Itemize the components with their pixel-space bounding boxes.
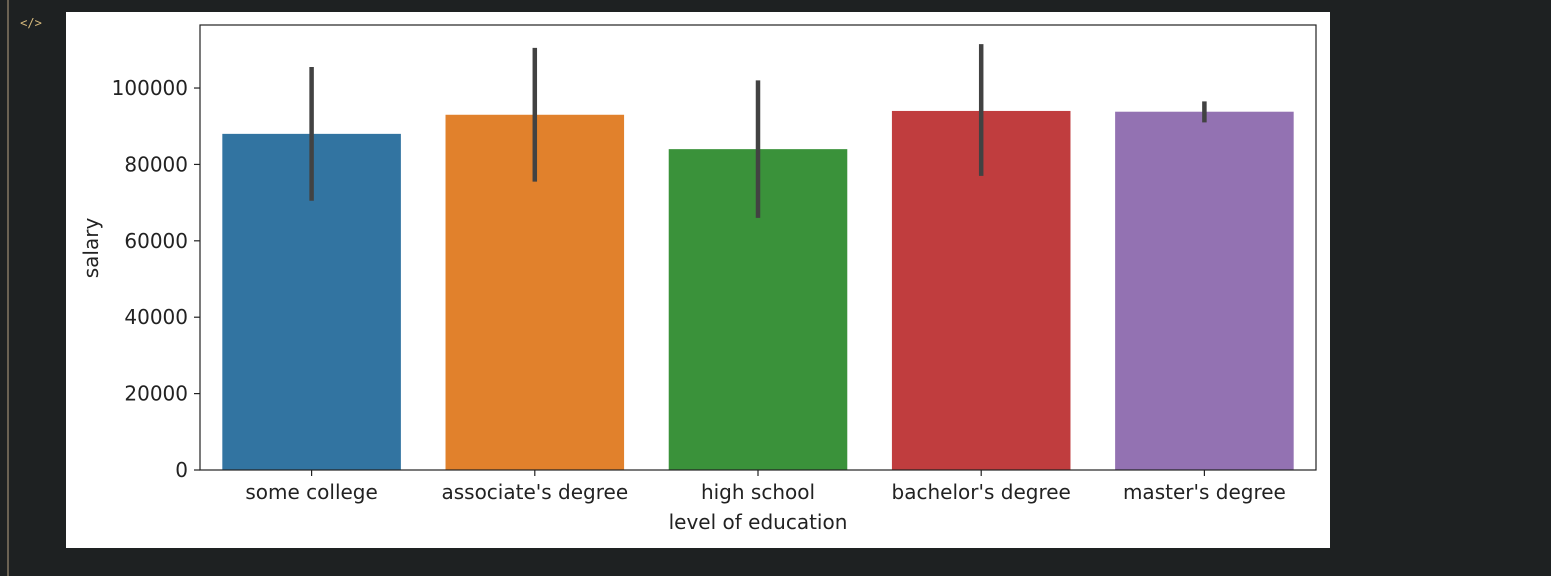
y-tick-label: 60000 bbox=[124, 229, 188, 253]
bar-master-s-degree bbox=[1115, 111, 1294, 470]
y-tick-label: 40000 bbox=[124, 305, 188, 329]
y-axis-label: salary bbox=[79, 218, 103, 279]
y-tick-label: 80000 bbox=[124, 152, 188, 176]
y-tick-label: 0 bbox=[175, 458, 188, 482]
x-axis: some college associate's degree high schoo… bbox=[245, 470, 1286, 504]
x-tick-label: high school bbox=[701, 480, 815, 504]
cell-output-panel: 0 20000 40000 60000 80000 100000 some college… bbox=[66, 12, 1330, 548]
bar-chart: 0 20000 40000 60000 80000 100000 some college… bbox=[79, 24, 1317, 534]
code-icon[interactable]: </> bbox=[20, 16, 42, 30]
y-tick-label: 20000 bbox=[124, 382, 188, 406]
y-tick-label: 100000 bbox=[112, 76, 188, 100]
x-tick-label: bachelor's degree bbox=[892, 480, 1071, 504]
y-axis: 0 20000 40000 60000 80000 100000 bbox=[112, 76, 200, 482]
x-tick-label: associate's degree bbox=[441, 480, 628, 504]
error-bars-layer bbox=[309, 44, 1207, 218]
cell-gutter-line bbox=[7, 0, 9, 576]
x-tick-label: some college bbox=[245, 480, 377, 504]
x-tick-label: master's degree bbox=[1123, 480, 1286, 504]
x-axis-label: level of education bbox=[669, 510, 848, 534]
